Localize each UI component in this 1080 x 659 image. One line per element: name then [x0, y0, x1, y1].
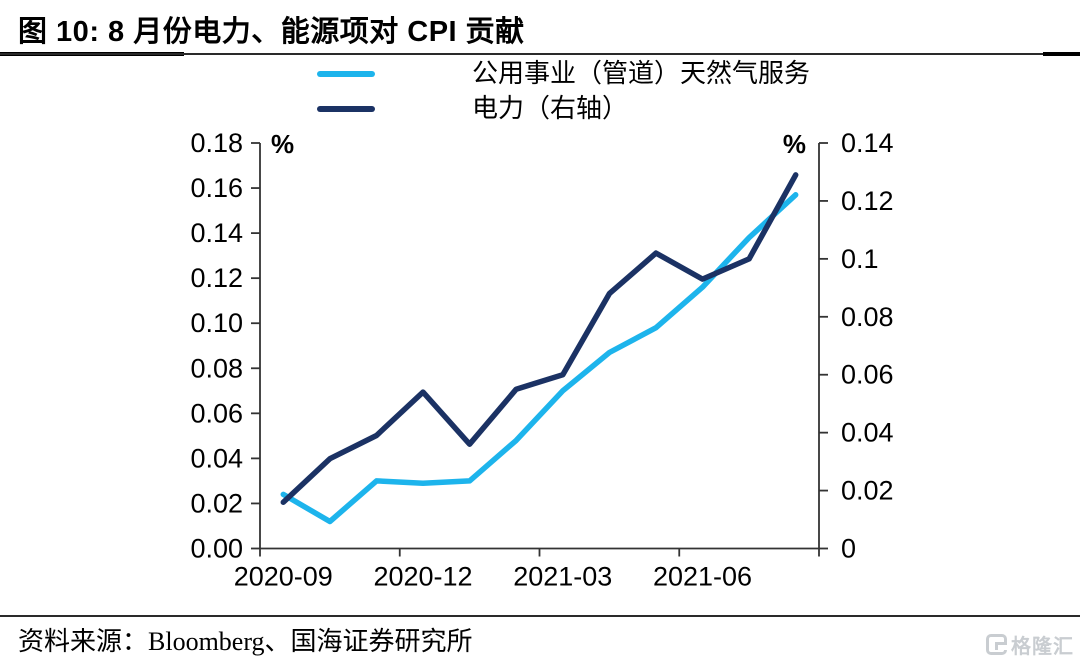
y-axis-left-tick-label: 0.04 — [190, 443, 243, 473]
title-underline — [0, 52, 1080, 57]
y-axis-right-tick-label: 0.02 — [841, 476, 894, 506]
y-axis-right-tick-label: 0.06 — [841, 360, 894, 390]
left-axis-unit-label: % — [271, 129, 294, 159]
y-axis-right-tick-label: 0.1 — [841, 244, 879, 274]
y-axis-right-tick-label: 0.12 — [841, 186, 894, 216]
series-line-gas — [280, 192, 799, 525]
gelonghui-logo-icon — [986, 634, 1007, 655]
y-axis-left-tick-label: 0.10 — [190, 308, 243, 338]
y-axis-left-tick-label: 0.02 — [190, 488, 243, 518]
legend-label-electricity: 电力（右轴） — [472, 94, 629, 123]
title-underline-thin — [0, 53, 1080, 55]
y-axis-left-tick-label: 0.12 — [190, 263, 243, 293]
y-axis-left-tick-label: 0.00 — [190, 534, 243, 564]
y-axis-right-tick-label: 0.08 — [841, 302, 894, 332]
y-axis-right-tick-label: 0.04 — [841, 418, 894, 448]
legend-item-electricity: 电力（右轴） — [317, 94, 628, 124]
legend-label-gas: 公用事业（管道）天然气服务 — [472, 59, 811, 88]
gelonghui-logo-text: 格隆汇 — [1011, 636, 1074, 658]
y-axis-left-tick-label: 0.14 — [190, 218, 243, 248]
y-axis-right-tick-label: 0.14 — [841, 128, 894, 158]
x-axis-tick-label: 2021-03 — [513, 562, 612, 592]
x-axis-tick-label: 2020-12 — [373, 562, 472, 592]
y-axis-right-tick-label: 0 — [841, 534, 856, 564]
x-axis-tick-label: 2020-09 — [234, 562, 333, 592]
footer-divider — [0, 615, 1080, 617]
title-underline-thick-right — [1043, 52, 1080, 56]
y-axis-left-tick-label: 0.16 — [190, 173, 243, 203]
y-axis-left-tick-label: 0.06 — [190, 398, 243, 428]
series-line-electricity — [280, 172, 799, 505]
source-text: 资料来源：Bloomberg、国海证券研究所 — [18, 627, 473, 656]
legend-swatch-electricity — [317, 106, 375, 112]
chart-title: 图 10: 8 月份电力、能源项对 CPI 贡献 — [18, 16, 525, 48]
y-axis-left-tick-label: 0.18 — [190, 128, 243, 158]
legend-item-gas: 公用事业（管道）天然气服务 — [317, 59, 810, 89]
gelonghui-watermark: 格隆汇 — [986, 630, 1074, 659]
right-axis-unit-label: % — [783, 129, 806, 159]
legend-swatch-gas — [317, 71, 375, 77]
y-axis-left-tick-label: 0.08 — [190, 353, 243, 383]
x-axis-tick-label: 2021-06 — [653, 562, 752, 592]
